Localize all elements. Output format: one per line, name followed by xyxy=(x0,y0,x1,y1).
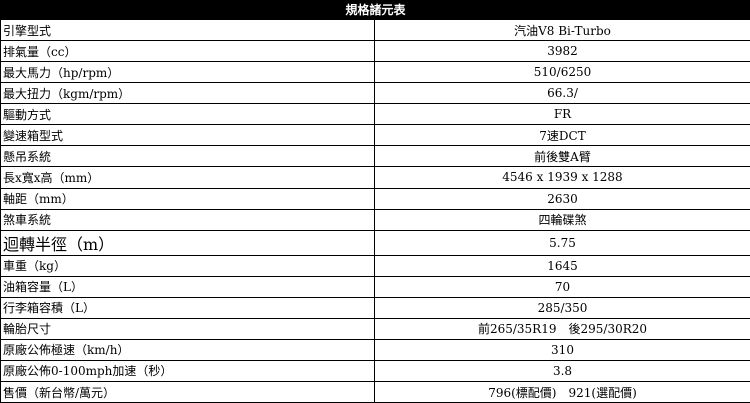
spec-value: 3.8 xyxy=(552,363,573,378)
spec-label: 煞車系統 xyxy=(1,209,375,230)
spec-value: 796(標配價) 921(選配價) xyxy=(488,385,637,400)
spec-label: 原廠公佈極速（km/h） xyxy=(1,339,375,360)
spec-label: 最大馬力（hp/rpm） xyxy=(1,62,375,83)
spec-label: 行李箱容積（L） xyxy=(1,297,375,318)
spec-label: 排氣量（cc） xyxy=(1,41,375,62)
table-row: 軸距（mm） 2630 xyxy=(1,187,750,209)
spec-label: 引擎型式 xyxy=(1,20,375,41)
spec-value: 510/6250 xyxy=(533,65,592,80)
spec-label: 長x寬x高（mm） xyxy=(1,167,375,188)
table-row: 最大馬力（hp/rpm） 510/6250 xyxy=(1,61,750,83)
table-row: 最大扭力（kgm/rpm） 66.3/ xyxy=(1,82,750,104)
spec-label: 車重（kg） xyxy=(1,255,375,276)
spec-label: 最大扭力（kgm/rpm） xyxy=(1,83,375,104)
table-row: 迴轉半徑（m） 5.75 xyxy=(1,229,750,255)
spec-label: 輪胎尺寸 xyxy=(1,318,375,339)
spec-value: 1645 xyxy=(547,258,578,273)
spec-label: 原廠公佈0-100mph加速（秒） xyxy=(1,360,375,381)
table-row: 售價（新台幣/萬元） 796(標配價) 921(選配價) xyxy=(1,381,750,403)
spec-label: 驅動方式 xyxy=(1,104,375,125)
spec-label: 變速箱型式 xyxy=(1,125,375,146)
spec-value: 前265/35R19 後295/30R20 xyxy=(477,322,648,337)
spec-value: 5.75 xyxy=(549,235,576,250)
spec-value: 3982 xyxy=(547,44,578,59)
spec-value: 2630 xyxy=(547,191,578,206)
table-row: 輪胎尺寸 前265/35R19 後295/30R20 xyxy=(1,317,750,339)
table-row: 油箱容量（L） 70 xyxy=(1,275,750,297)
spec-label: 懸吊系統 xyxy=(1,146,375,167)
spec-label: 售價（新台幣/萬元） xyxy=(1,382,375,403)
spec-value: 310 xyxy=(551,342,574,357)
table-row: 變速箱型式 7速DCT xyxy=(1,124,750,146)
table-row: 車重（kg） 1645 xyxy=(1,254,750,276)
table-row: 長x寬x高（mm） 4546 x 1939 x 1288 xyxy=(1,166,750,188)
table-row: 懸吊系統 前後雙A臂 xyxy=(1,145,750,167)
spec-value: 285/350 xyxy=(537,300,588,315)
spec-value: 汽油V8 Bi-Turbo xyxy=(514,23,611,38)
table-row: 行李箱容積（L） 285/350 xyxy=(1,296,750,318)
spec-value: 前後雙A臂 xyxy=(534,149,591,164)
table-title: 規格諸元表 xyxy=(1,0,750,20)
table-row: 原廠公佈0-100mph加速（秒） 3.8 xyxy=(1,359,750,381)
table-row: 排氣量（cc） 3982 xyxy=(1,40,750,62)
spec-value: 66.3/ xyxy=(547,86,578,101)
spec-value: 7速DCT xyxy=(539,128,586,143)
spec-label: 迴轉半徑（m） xyxy=(1,230,375,255)
spec-value: 4546 x 1939 x 1288 xyxy=(502,170,623,185)
table-row: 原廠公佈極速（km/h） 310 xyxy=(1,338,750,360)
table-row: 驅動方式 FR xyxy=(1,103,750,125)
table-row: 引擎型式 汽油V8 Bi-Turbo xyxy=(1,20,750,41)
spec-label: 油箱容量（L） xyxy=(1,276,375,297)
spec-value: 四輪碟煞 xyxy=(538,213,587,228)
spec-value: 70 xyxy=(554,279,571,294)
spec-value: FR xyxy=(553,107,572,122)
spec-label: 軸距（mm） xyxy=(1,188,375,209)
table-row: 煞車系統 四輪碟煞 xyxy=(1,208,750,230)
